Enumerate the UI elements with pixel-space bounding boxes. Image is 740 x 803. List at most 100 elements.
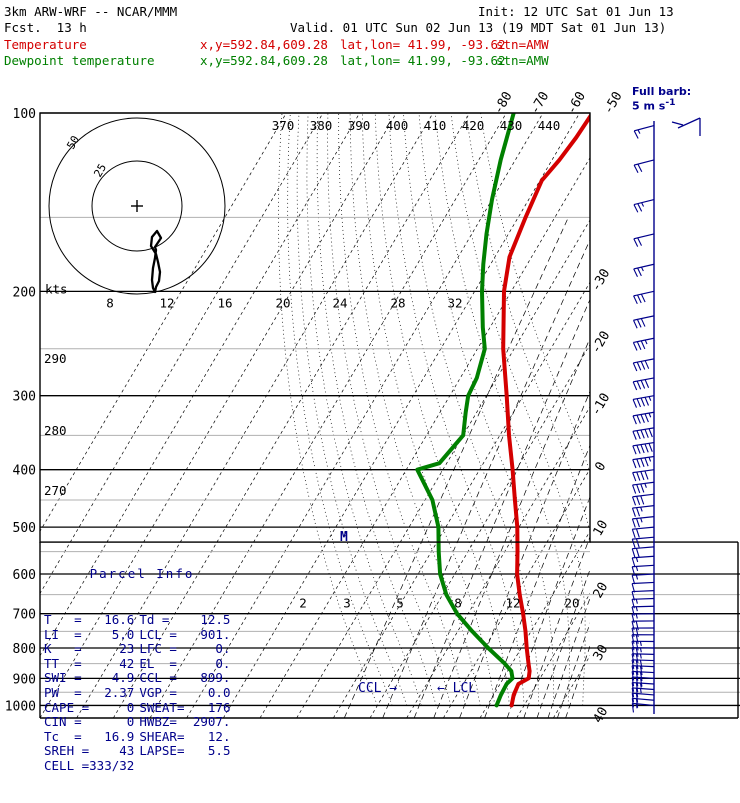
parcel-value-right: 899. xyxy=(184,671,230,686)
mixing-ratio-label-lower: 20 xyxy=(564,596,579,611)
lcl-annotation: ← LCL xyxy=(437,681,476,696)
mixing-ratio-label-lower: 8 xyxy=(454,596,462,611)
parcel-key-right xyxy=(139,759,184,774)
pressure-tick-label: 300 xyxy=(13,390,36,405)
mixing-ratio-label-lower: 5 xyxy=(396,596,404,611)
theta-top-label: 400 xyxy=(386,118,409,133)
temperature-right-label: -30 xyxy=(589,266,614,294)
wind-barb xyxy=(632,660,654,661)
ccl-annotation: CCL → xyxy=(358,681,397,696)
parcel-value-left: 0 xyxy=(89,701,139,716)
parcel-value-left: 16.9 xyxy=(89,730,139,745)
theta-top-label: 370 xyxy=(272,118,295,133)
parcel-value-left: 2.37 xyxy=(89,686,139,701)
hodograph-units-label: kts xyxy=(45,281,68,296)
dewpoint-trace xyxy=(417,113,513,705)
temperature-right-label: 30 xyxy=(591,642,612,663)
mixing-ratio-label-upper: 16 xyxy=(217,295,232,310)
theta-top-label: 440 xyxy=(538,118,561,133)
parcel-value-left: 16.6 xyxy=(89,613,139,628)
theta-top-label: 390 xyxy=(348,118,371,133)
pressure-tick-label: 400 xyxy=(13,464,36,479)
mixing-ratio-label-lower: 12 xyxy=(505,596,520,611)
temperature-right-label: 10 xyxy=(591,518,612,539)
parcel-key-left: LI = xyxy=(44,628,89,643)
parcel-value-right: 12. xyxy=(184,730,230,745)
theta-left-label: 280 xyxy=(44,423,67,438)
wind-barb xyxy=(634,291,654,296)
parcel-key-right: VGP = xyxy=(139,686,184,701)
parcel-key-right: LFC = xyxy=(139,642,184,657)
wind-barb xyxy=(632,591,654,592)
pressure-tick-label: 600 xyxy=(13,568,36,583)
wind-barb xyxy=(634,160,654,165)
parcel-value-right: 5.5 xyxy=(184,744,230,759)
wind-barb xyxy=(632,547,654,549)
parcel-key-left: K = xyxy=(44,642,89,657)
temperature-right-label: -10 xyxy=(589,391,614,419)
temperature-right-label: 0 xyxy=(593,460,610,474)
wind-barb xyxy=(632,517,654,519)
wind-barb xyxy=(632,506,654,508)
wind-barb xyxy=(632,606,654,607)
pressure-tick-label: 1000 xyxy=(5,699,36,714)
mixing-ratio-label-upper: 20 xyxy=(275,295,290,310)
parcel-value-right: 12.5 xyxy=(184,613,230,628)
wind-barb xyxy=(632,666,654,667)
wind-barb xyxy=(632,698,654,700)
parcel-key-right: CCL = xyxy=(139,671,184,686)
pressure-tick-label: 500 xyxy=(13,521,36,536)
pressure-tick-label: 800 xyxy=(13,642,36,657)
theta-left-label: 290 xyxy=(44,351,67,366)
wind-barb xyxy=(632,688,654,690)
pressure-tick-label: 900 xyxy=(13,672,36,687)
hodograph-ring-label: 25 xyxy=(91,162,109,180)
mixed-layer-marker: M xyxy=(340,530,348,545)
wind-barb xyxy=(632,565,654,566)
hodograph-ring-label: 50 xyxy=(64,134,82,152)
mixing-ratio-label-upper: 28 xyxy=(390,295,405,310)
wind-barb xyxy=(633,412,654,416)
wind-barb xyxy=(632,693,654,695)
sounding-page: 3km ARW-WRF -- NCAR/MMM Init: 12 UTC Sat… xyxy=(0,0,740,740)
wind-barb xyxy=(634,234,654,239)
parcel-value-right: 0. xyxy=(184,642,230,657)
temperature-trace xyxy=(503,113,592,705)
parcel-key-left: CIN = xyxy=(44,715,89,730)
pressure-tick-label: 200 xyxy=(13,285,36,300)
temperature-right-label: 40 xyxy=(591,705,612,726)
parcel-key-left: SREH = xyxy=(44,744,89,759)
moist-adiabats xyxy=(279,113,616,705)
wind-barb xyxy=(633,338,654,342)
wind-barb xyxy=(632,599,654,600)
parcel-value-left: 5.0 xyxy=(89,628,139,643)
hodograph: 50 25 xyxy=(49,118,225,294)
mixing-ratio-label-lower: 3 xyxy=(343,596,351,611)
parcel-value-right: 176 xyxy=(184,701,230,716)
parcel-key-right: EL = xyxy=(139,657,184,672)
parcel-key-right: LCL = xyxy=(139,628,184,643)
mixing-ratio-label-upper: 12 xyxy=(159,295,174,310)
wind-barb xyxy=(633,378,654,382)
parcel-key-left: SWI = xyxy=(44,671,89,686)
parcel-value-left: 23 xyxy=(89,642,139,657)
wind-barb xyxy=(632,556,654,558)
mixing-ratio-label-upper: 32 xyxy=(447,295,462,310)
parcel-key-left: PW = xyxy=(44,686,89,701)
wind-barb-column xyxy=(632,118,700,714)
parcel-value-left: 42 xyxy=(89,657,139,672)
parcel-key-right: Td = xyxy=(139,613,184,628)
wind-barb xyxy=(634,264,654,269)
wind-barb xyxy=(633,396,654,400)
temperature-top-label: -50 xyxy=(601,89,626,117)
theta-top-label: 410 xyxy=(424,118,447,133)
parcel-key-left: T = xyxy=(44,613,89,628)
parcel-key-left: CAPE = xyxy=(44,701,89,716)
wind-barb xyxy=(634,200,654,205)
